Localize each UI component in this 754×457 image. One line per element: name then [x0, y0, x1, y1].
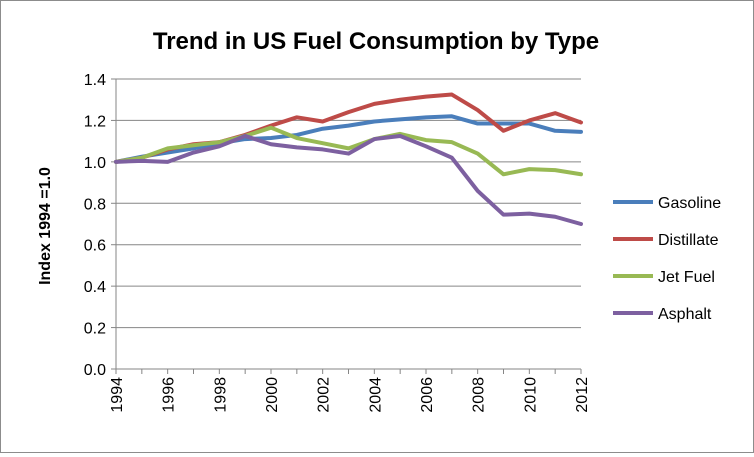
- y-tick-label: 1.2: [84, 113, 106, 130]
- x-tick-label: 1996: [161, 377, 178, 413]
- y-tick-label: 1.0: [84, 155, 106, 172]
- chart-title: Trend in US Fuel Consumption by Type: [153, 28, 599, 55]
- y-tick-label: 0.6: [84, 238, 106, 255]
- axis-layer: 0.0 0.2 0.4 0.6 0.8 1.0 1.2 1.4 1994 1996 1998 2000…: [84, 72, 591, 413]
- x-tick-label: 2002: [316, 377, 333, 413]
- legend-label-gasoline: Gasoline: [658, 195, 721, 212]
- series-line-gasoline: [114, 114, 583, 164]
- x-tick-label: 1998: [212, 377, 229, 413]
- y-tick-label: 0.4: [84, 279, 106, 296]
- x-tick-label: 2008: [471, 377, 488, 413]
- grid-layer: [116, 78, 581, 329]
- x-tick-label: 2004: [367, 377, 384, 413]
- series-line-asphalt: [114, 133, 583, 226]
- y-tick-label: 1.4: [84, 72, 106, 89]
- x-tick-label: 2012: [574, 377, 591, 413]
- x-tick-label: 2000: [264, 377, 281, 413]
- x-tick-label: 1994: [109, 377, 126, 413]
- legend-label-asphalt: Asphalt: [658, 306, 712, 323]
- legend: Gasoline Distillate Jet Fuel Asphalt: [613, 195, 721, 323]
- legend-label-jet-fuel: Jet Fuel: [658, 269, 715, 286]
- y-tick-label: 0.2: [84, 321, 106, 338]
- y-tick-label: 0.0: [84, 362, 106, 379]
- x-tick-label: 2010: [522, 377, 539, 413]
- y-axis-label: Index 1994 =1.0: [37, 167, 54, 285]
- x-tick-label: 2006: [419, 377, 436, 413]
- series-line-jet-fuel: [114, 125, 583, 177]
- y-tick-label: 0.8: [84, 196, 106, 213]
- series-layer: [114, 92, 583, 226]
- legend-label-distillate: Distillate: [658, 232, 719, 249]
